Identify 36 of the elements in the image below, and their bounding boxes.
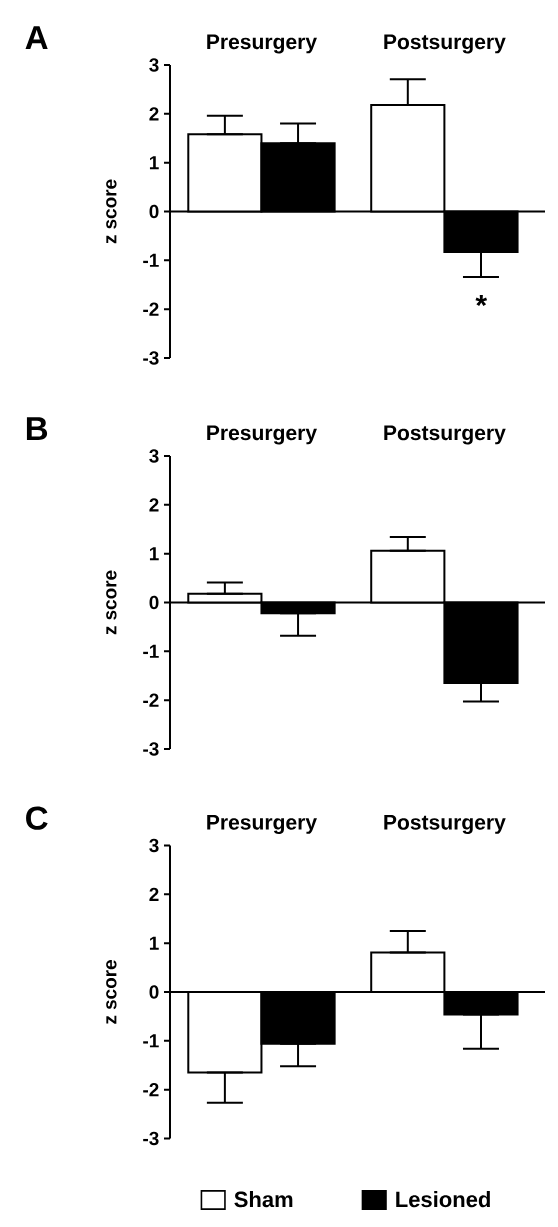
y-tick-label: 1 [149, 156, 159, 170]
y-tick-label: -3 [143, 351, 159, 365]
x-tick-label: Postsurgery [384, 34, 506, 54]
y-tick-label: -1 [143, 644, 159, 658]
y-tick-label: 3 [149, 838, 159, 853]
x-tick-label: Presurgery [207, 425, 317, 445]
annotation: * [475, 294, 488, 307]
y-tick-label: -3 [143, 742, 159, 756]
chart-title: A [25, 26, 48, 49]
y-tick-label: 2 [149, 498, 159, 512]
y-axis-title: z score [106, 179, 117, 244]
y-tick-label: 0 [149, 595, 159, 610]
x-tick-label: Presurgery [207, 34, 317, 54]
y-tick-label: 3 [149, 58, 159, 72]
legend-label: Sham [234, 1191, 293, 1208]
y-tick-label: 3 [149, 449, 159, 463]
y-axis-title: z score [106, 570, 117, 635]
chart-title: C [26, 806, 48, 830]
y-tick-label: 2 [149, 107, 159, 121]
y-tick-label: -2 [143, 693, 159, 707]
y-axis-title: z score [106, 960, 117, 1024]
x-tick-label: Postsurgery [384, 815, 506, 834]
y-tick-label: -1 [143, 1034, 159, 1048]
chart-title: B [26, 417, 48, 440]
y-tick-label: 1 [149, 547, 159, 561]
legend-label: Lesioned [396, 1191, 490, 1208]
y-tick-label: 1 [149, 936, 159, 950]
y-tick-label: 2 [149, 887, 159, 901]
y-tick-label: -2 [143, 302, 159, 316]
x-tick-label: Presurgery [207, 815, 317, 834]
x-tick-label: Postsurgery [384, 425, 506, 445]
y-tick-label: 0 [149, 985, 159, 999]
y-tick-label: 0 [149, 204, 159, 219]
y-tick-label: -2 [143, 1083, 159, 1097]
y-tick-label: -3 [143, 1131, 159, 1146]
y-tick-label: -1 [143, 253, 159, 267]
